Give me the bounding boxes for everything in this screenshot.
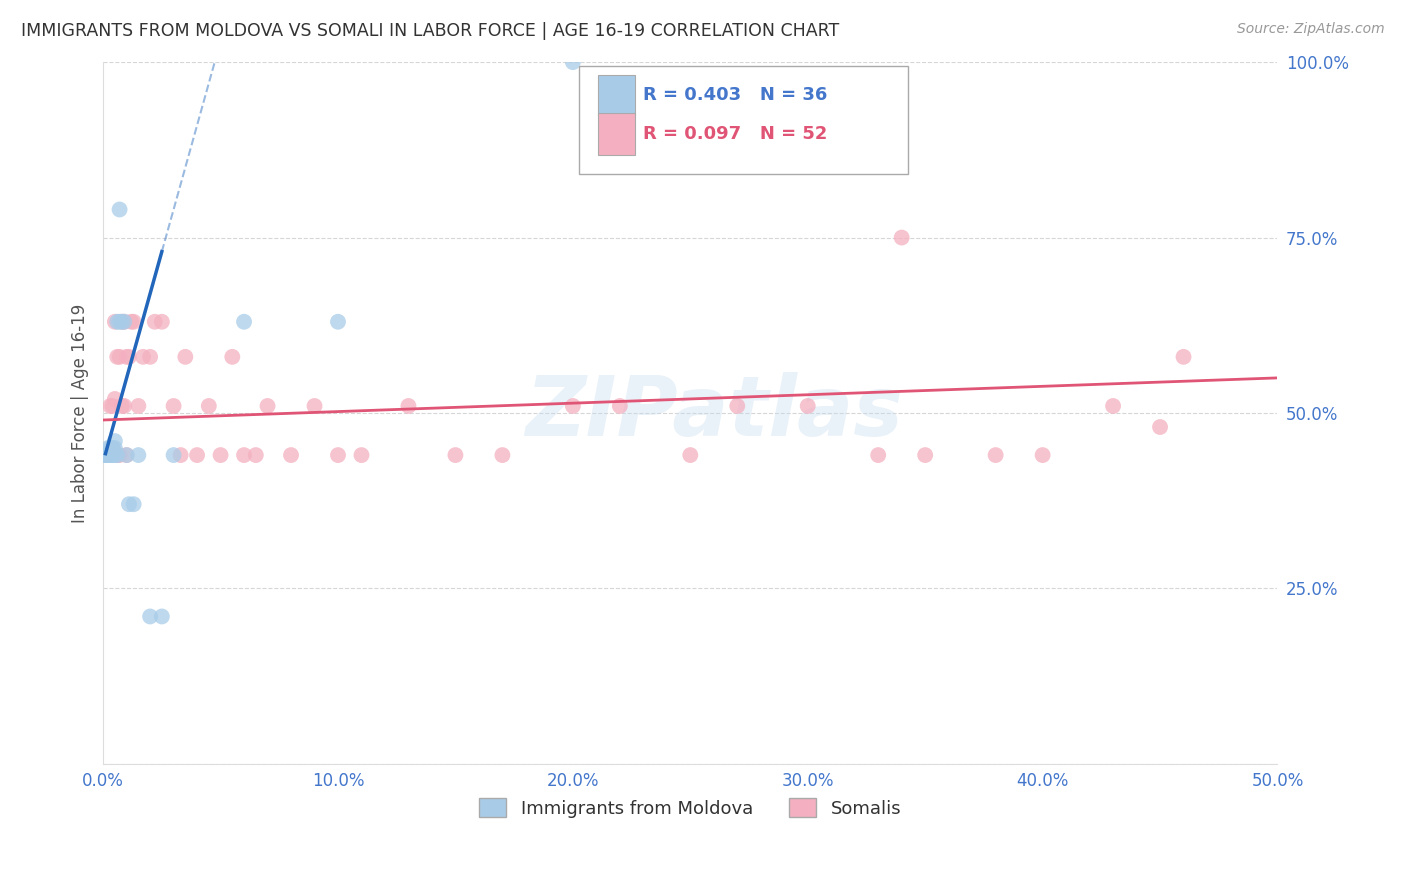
Point: [98, 448, 121, 462]
Point: [1032, 448, 1054, 462]
Point: [350, 448, 373, 462]
Point: [256, 399, 278, 413]
FancyBboxPatch shape: [598, 75, 636, 116]
Point: [914, 448, 936, 462]
Point: [112, 315, 135, 329]
Point: [104, 448, 127, 462]
Point: [104, 434, 127, 448]
Point: [97, 448, 120, 462]
Point: [97, 441, 120, 455]
Point: [1149, 420, 1171, 434]
Point: [868, 448, 890, 462]
Text: Source: ZipAtlas.com: Source: ZipAtlas.com: [1237, 22, 1385, 37]
Point: [162, 399, 184, 413]
Point: [118, 497, 141, 511]
Point: [169, 448, 191, 462]
Point: [104, 392, 127, 406]
Point: [105, 448, 128, 462]
Point: [127, 448, 149, 462]
Point: [98, 448, 121, 462]
Point: [105, 448, 128, 462]
Point: [101, 441, 124, 455]
Point: [561, 55, 583, 70]
Point: [984, 448, 1007, 462]
Y-axis label: In Labor Force | Age 16-19: In Labor Force | Age 16-19: [72, 303, 89, 523]
Point: [97, 448, 120, 462]
Point: [115, 350, 138, 364]
Point: [122, 315, 145, 329]
Point: [104, 441, 127, 455]
Point: [150, 609, 173, 624]
Point: [111, 315, 134, 329]
Point: [111, 399, 134, 413]
Point: [609, 399, 631, 413]
Point: [561, 399, 583, 413]
Point: [245, 448, 267, 462]
Point: [132, 350, 155, 364]
Point: [221, 350, 243, 364]
Point: [209, 448, 232, 462]
Point: [101, 441, 124, 455]
Point: [101, 448, 124, 462]
Point: [105, 315, 128, 329]
Point: [115, 448, 138, 462]
Text: IMMIGRANTS FROM MOLDOVA VS SOMALI IN LABOR FORCE | AGE 16-19 CORRELATION CHART: IMMIGRANTS FROM MOLDOVA VS SOMALI IN LAB…: [21, 22, 839, 40]
Legend: Immigrants from Moldova, Somalis: Immigrants from Moldova, Somalis: [472, 791, 908, 825]
Point: [679, 448, 702, 462]
Point: [150, 315, 173, 329]
Point: [94, 448, 117, 462]
Point: [233, 448, 256, 462]
Point: [112, 399, 135, 413]
Point: [101, 399, 124, 413]
Point: [97, 448, 120, 462]
Point: [444, 448, 467, 462]
Point: [108, 315, 131, 329]
Point: [398, 399, 420, 413]
Point: [98, 399, 121, 413]
Point: [120, 315, 142, 329]
Point: [105, 350, 128, 364]
Point: [112, 315, 135, 329]
FancyBboxPatch shape: [598, 113, 636, 155]
Point: [108, 202, 131, 217]
Text: R = 0.403   N = 36: R = 0.403 N = 36: [644, 87, 828, 104]
Point: [890, 230, 912, 244]
Point: [143, 315, 166, 329]
Point: [94, 448, 117, 462]
Point: [122, 497, 145, 511]
Point: [233, 315, 256, 329]
Point: [280, 448, 302, 462]
Point: [174, 350, 197, 364]
Point: [491, 448, 513, 462]
Point: [1173, 350, 1195, 364]
Text: R = 0.097   N = 52: R = 0.097 N = 52: [644, 126, 828, 144]
Point: [1102, 399, 1125, 413]
FancyBboxPatch shape: [579, 66, 907, 175]
Point: [115, 448, 138, 462]
Point: [162, 448, 184, 462]
Point: [98, 448, 121, 462]
Point: [326, 448, 349, 462]
Point: [94, 448, 117, 462]
Point: [139, 609, 162, 624]
Point: [326, 315, 349, 329]
Point: [796, 399, 818, 413]
Point: [127, 399, 149, 413]
Point: [98, 441, 121, 455]
Point: [104, 315, 127, 329]
Point: [304, 399, 326, 413]
Point: [108, 448, 131, 462]
Point: [139, 350, 162, 364]
Point: [94, 448, 117, 462]
Point: [94, 448, 117, 462]
Text: ZIPatlas: ZIPatlas: [524, 373, 903, 453]
Point: [118, 350, 141, 364]
Point: [725, 399, 748, 413]
Point: [186, 448, 208, 462]
Point: [108, 350, 131, 364]
Point: [198, 399, 221, 413]
Point: [97, 448, 120, 462]
Point: [111, 315, 134, 329]
